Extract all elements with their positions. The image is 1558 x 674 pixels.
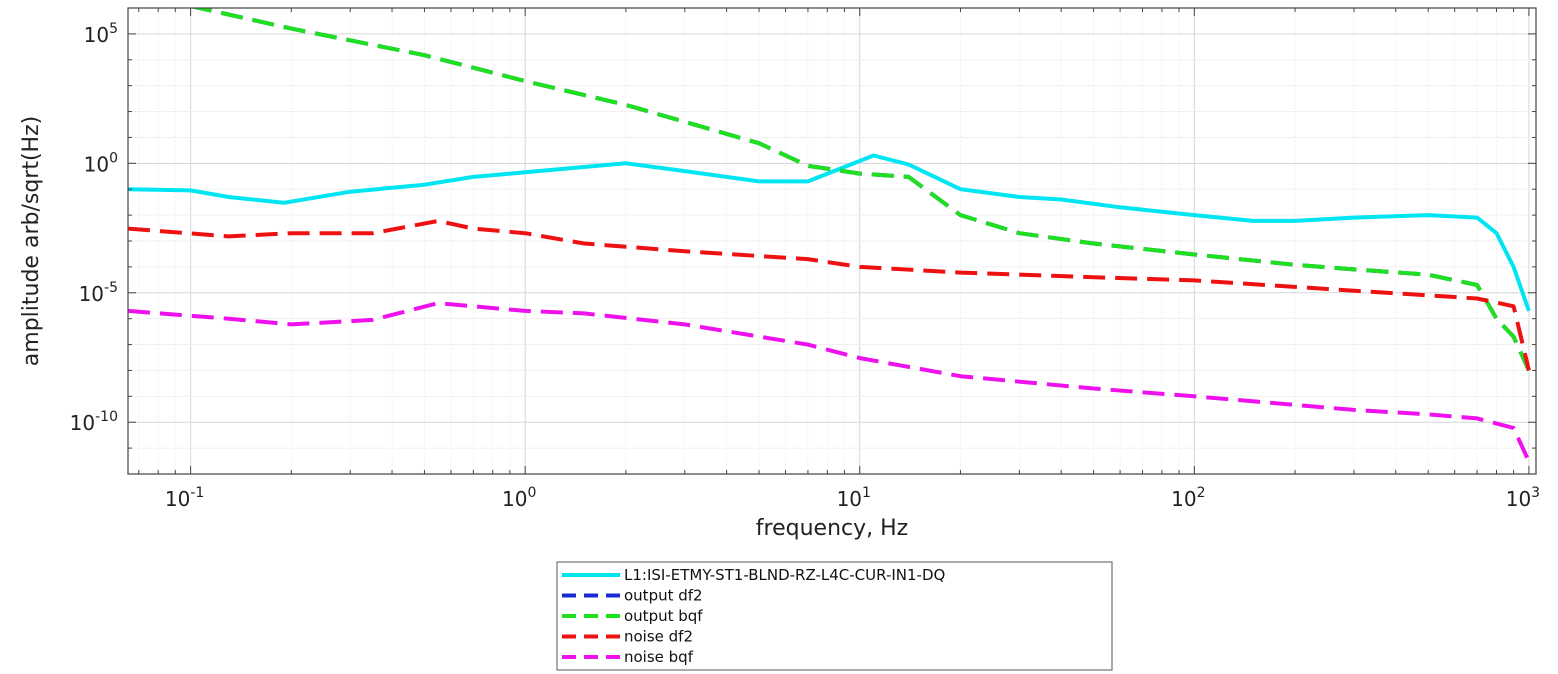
x-tick-label: 100 [502, 485, 536, 511]
legend: L1:ISI-ETMY-ST1-BLND-RZ-L4C-CUR-IN1-DQ ou… [556, 561, 1113, 671]
y-tick-label: 10-10 [70, 409, 118, 435]
legend-label: output df2 [624, 587, 703, 605]
legend-label: noise bqf [624, 648, 694, 666]
x-axis-label: frequency, Hz [756, 516, 908, 541]
series-line-4 [128, 218, 1531, 371]
axis-ticks [128, 7, 1536, 475]
y-tick-label: 100 [84, 150, 118, 176]
legend-label: L1:ISI-ETMY-ST1-BLND-RZ-L4C-CUR-IN1-DQ [624, 566, 945, 584]
series-line-1 [128, 153, 1531, 312]
x-tick-label: 101 [837, 485, 871, 511]
tick-labels: 10-1 100 101 102 103 105 100 10-5 10-10 [70, 21, 1540, 511]
series-line-5 [128, 301, 1531, 463]
legend-box [556, 561, 1113, 671]
legend-label: noise df2 [624, 628, 693, 646]
y-tick-label: 105 [84, 21, 118, 47]
x-tick-label: 102 [1171, 485, 1205, 511]
grid [128, 7, 1536, 475]
y-axis-label: amplitude arb/sqrt(Hz) [19, 116, 44, 366]
series-line-3 [190, 8, 1531, 372]
y-tick-label: 10-5 [79, 280, 118, 306]
legend-label: output bqf [624, 607, 703, 625]
plot-area [128, 8, 1531, 463]
x-tick-label: 10-1 [165, 485, 204, 511]
x-tick-label: 103 [1506, 485, 1540, 511]
